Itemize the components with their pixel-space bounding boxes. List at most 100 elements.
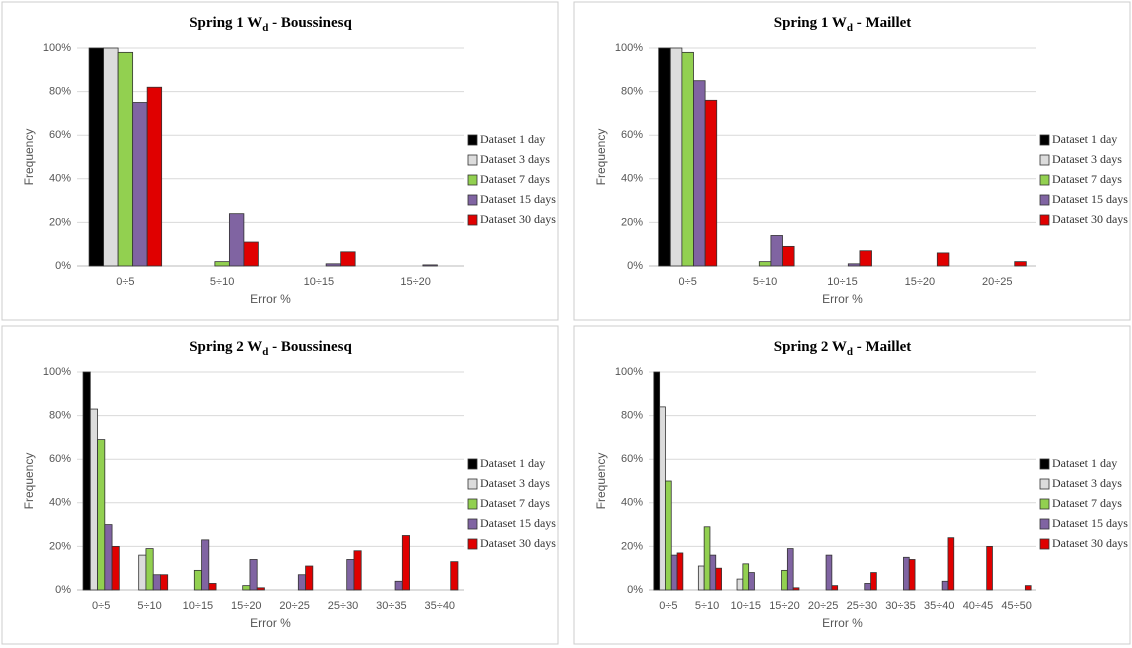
bar <box>669 47 683 267</box>
y-tick-label: 0% <box>55 260 71 272</box>
chart-title: Spring 2 Wd - Maillet <box>774 339 912 357</box>
y-tick-label: 40% <box>621 173 643 185</box>
y-tick-label: 80% <box>49 410 71 422</box>
legend-swatch <box>1039 478 1050 490</box>
legend-swatch <box>467 134 478 146</box>
title-part: Spring 1 W <box>189 15 262 31</box>
x-tick-label: 5÷10 <box>695 600 719 612</box>
bar <box>704 99 718 267</box>
y-tick-label: 80% <box>49 86 71 98</box>
legend-label: Dataset 15 days <box>480 192 556 206</box>
y-tick-label: 100% <box>43 366 71 378</box>
bar <box>758 261 772 267</box>
chart-title: Spring 1 Wd - Maillet <box>774 15 912 33</box>
bar <box>249 559 258 591</box>
x-tick-label: 10÷15 <box>827 276 858 288</box>
bar <box>201 539 210 591</box>
x-tick-label: 0÷5 <box>659 600 677 612</box>
y-tick-label: 80% <box>621 86 643 98</box>
legend-label: Dataset 15 days <box>1052 192 1128 206</box>
chart-panel: Spring 1 Wd - Boussinesq 0% 20% 40% 60% 80% 10… <box>1 1 559 321</box>
legend-swatch <box>467 154 478 166</box>
x-tick-label: 15÷20 <box>400 276 431 288</box>
bar <box>870 572 877 591</box>
bar <box>748 572 755 591</box>
x-tick-label: 0÷5 <box>92 600 110 612</box>
legend-label: Dataset 30 days <box>480 212 556 226</box>
legend-swatch <box>1039 194 1050 206</box>
bar <box>781 569 788 591</box>
x-axis-title: Error % <box>822 616 863 630</box>
legend-label: Dataset 7 days <box>1052 496 1122 510</box>
bar <box>256 587 265 591</box>
x-tick-label: 5÷10 <box>753 276 777 288</box>
legend-label: Dataset 1 day <box>1052 456 1117 470</box>
bar <box>715 567 722 591</box>
y-axis-title: Frequency <box>594 129 608 186</box>
x-tick-label: 30÷35 <box>376 600 407 612</box>
bar <box>82 371 91 591</box>
bar <box>325 263 342 267</box>
bar <box>1014 261 1027 267</box>
bar <box>145 548 154 591</box>
bar <box>242 585 251 591</box>
bar <box>353 550 362 591</box>
title-part: - Boussinesq <box>268 339 352 355</box>
x-tick-label: 5÷10 <box>210 276 234 288</box>
bar <box>117 51 134 267</box>
legend-swatch <box>467 458 478 470</box>
legend-label: Dataset 1 day <box>480 132 545 146</box>
legend-swatch <box>1039 538 1050 550</box>
bar <box>709 554 717 591</box>
y-tick-label: 60% <box>49 129 71 141</box>
bar <box>89 408 98 591</box>
legend-swatch <box>467 214 478 226</box>
x-tick-label: 20÷25 <box>982 276 1013 288</box>
bar <box>305 565 314 591</box>
y-tick-label: 80% <box>621 410 643 422</box>
bar <box>228 213 245 267</box>
y-tick-label: 0% <box>627 260 643 272</box>
bar <box>243 241 259 267</box>
bar <box>908 559 916 591</box>
legend-label: Dataset 1 day <box>480 456 545 470</box>
x-tick-label: 35÷40 <box>924 600 955 612</box>
chart-panel: Spring 1 Wd - Maillet 0% 20% 40% 60% 80% 100% 0… <box>573 1 1131 321</box>
bar <box>208 583 217 591</box>
y-tick-label: 60% <box>621 129 643 141</box>
x-tick-label: 25÷30 <box>328 600 359 612</box>
x-tick-label: 15÷20 <box>905 276 936 288</box>
title-part: Spring 2 W <box>774 339 847 355</box>
title-part: d <box>847 346 853 358</box>
legend-label: Dataset 7 days <box>480 496 550 510</box>
bar <box>736 578 744 591</box>
y-axis-title: Frequency <box>22 453 36 510</box>
bar <box>193 569 202 591</box>
legend-label: Dataset 15 days <box>480 516 556 530</box>
bar <box>936 252 950 267</box>
y-tick-label: 20% <box>621 540 643 552</box>
bar <box>152 574 161 591</box>
bar <box>132 102 148 267</box>
title-part: - Maillet <box>853 339 911 355</box>
x-tick-label: 20÷25 <box>279 600 310 612</box>
bar <box>214 261 230 267</box>
legend-swatch <box>467 498 478 510</box>
y-tick-label: 60% <box>621 453 643 465</box>
bar <box>138 554 147 591</box>
x-tick-label: 45÷50 <box>1001 600 1032 612</box>
legend-swatch <box>1039 174 1050 186</box>
title-part: Spring 1 W <box>774 15 847 31</box>
bar <box>792 587 800 591</box>
y-tick-label: 0% <box>627 584 643 596</box>
bar <box>401 535 410 591</box>
x-tick-label: 15÷20 <box>231 600 262 612</box>
legend-label: Dataset 1 day <box>1052 132 1117 146</box>
x-tick-label: 0÷5 <box>679 276 697 288</box>
bar <box>1024 585 1032 591</box>
bar <box>703 526 711 591</box>
legend-swatch <box>467 194 478 206</box>
bar <box>770 235 783 267</box>
bar <box>697 565 705 591</box>
